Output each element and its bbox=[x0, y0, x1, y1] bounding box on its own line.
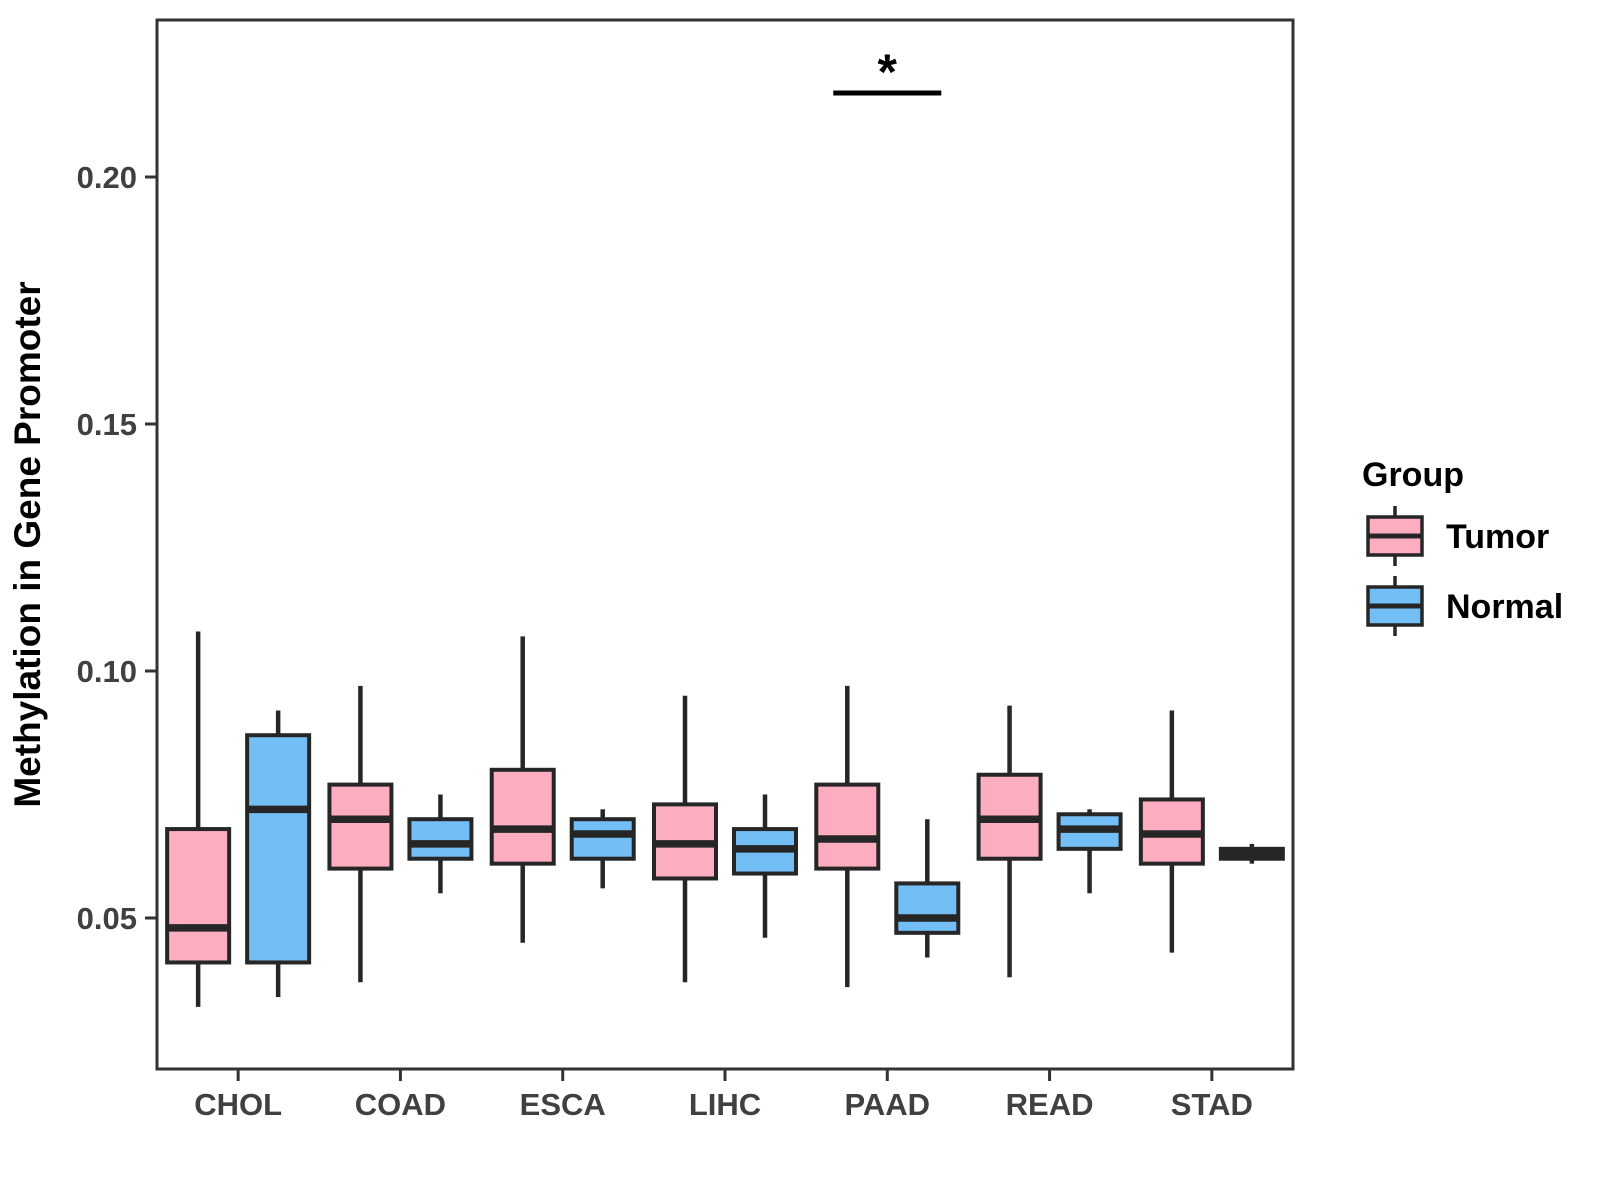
significance-star: * bbox=[878, 44, 898, 100]
panel-border bbox=[155, 18, 1295, 1071]
x-axis: CHOL COAD ESCA LIHC PAAD READ STAD bbox=[194, 1069, 1253, 1122]
box-ESCA-Tumor bbox=[489, 636, 556, 943]
iqr-box-CHOL-Tumor bbox=[165, 827, 232, 965]
box-STAD-Tumor bbox=[1138, 710, 1205, 953]
legend-label-normal: Normal bbox=[1446, 588, 1563, 626]
boxes bbox=[165, 631, 1285, 1007]
legend: Group Tumor Normal bbox=[1362, 456, 1563, 636]
x-tick-label: ESCA bbox=[520, 1087, 606, 1122]
legend-key-tumor: Tumor bbox=[1366, 506, 1549, 566]
box-COAD-Tumor bbox=[327, 685, 394, 983]
y-axis-title: Methylation in Gene Promoter bbox=[7, 281, 48, 807]
legend-label-tumor: Tumor bbox=[1446, 518, 1549, 556]
y-tick-label: 0.15 bbox=[77, 407, 137, 442]
box-ESCA-Normal bbox=[569, 809, 636, 889]
box-READ-Tumor bbox=[976, 705, 1043, 978]
y-tick-label: 0.20 bbox=[77, 160, 137, 195]
iqr-box-COAD-Tumor bbox=[327, 782, 394, 871]
x-tick-label: PAAD bbox=[845, 1087, 931, 1122]
x-tick-label: LIHC bbox=[689, 1087, 761, 1122]
box-PAAD-Normal bbox=[894, 819, 961, 958]
legend-key-normal: Normal bbox=[1366, 576, 1563, 636]
x-tick-label: CHOL bbox=[194, 1087, 282, 1122]
iqr-box-PAAD-Normal bbox=[894, 881, 961, 935]
box-LIHC-Normal bbox=[732, 794, 798, 938]
y-axis: 0.05 0.10 0.15 0.20 bbox=[77, 160, 157, 936]
box-LIHC-Tumor bbox=[652, 695, 718, 983]
y-tick-label: 0.05 bbox=[77, 901, 137, 936]
box-COAD-Normal bbox=[407, 794, 474, 894]
x-tick-label: STAD bbox=[1171, 1087, 1253, 1122]
iqr-box-CHOL-Normal bbox=[245, 733, 312, 965]
iqr-box-PAAD-Tumor bbox=[814, 782, 881, 871]
x-tick-label: COAD bbox=[355, 1087, 446, 1122]
box-CHOL-Tumor bbox=[165, 631, 232, 1007]
legend-title: Group bbox=[1362, 456, 1464, 494]
iqr-box-COAD-Normal bbox=[407, 817, 474, 861]
x-tick-label: READ bbox=[1006, 1087, 1094, 1122]
box-READ-Normal bbox=[1056, 809, 1123, 894]
box-CHOL-Normal bbox=[245, 710, 312, 998]
box-PAAD-Tumor bbox=[814, 685, 881, 988]
iqr-box-ESCA-Normal bbox=[569, 817, 636, 861]
iqr-box-ESCA-Tumor bbox=[489, 767, 556, 866]
box-STAD-Normal bbox=[1218, 843, 1285, 864]
significance-bracket: * bbox=[833, 44, 942, 100]
y-tick-label: 0.10 bbox=[77, 654, 137, 689]
